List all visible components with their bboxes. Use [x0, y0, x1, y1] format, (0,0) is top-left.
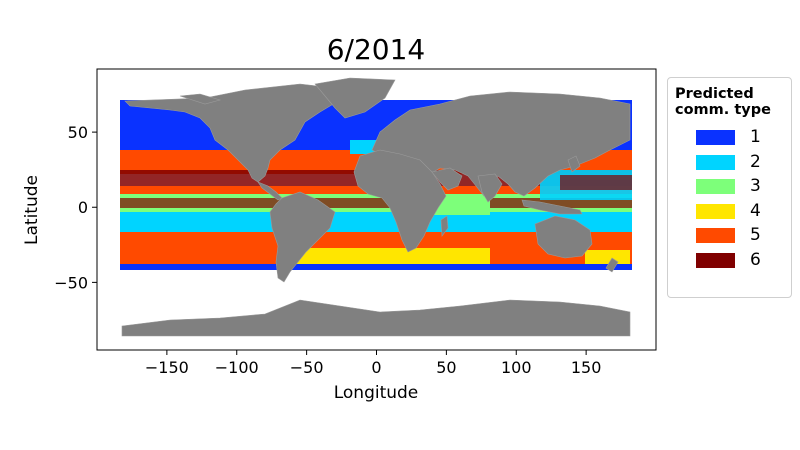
land-greenland — [314, 77, 396, 119]
band-type3-indian — [430, 195, 490, 215]
y-tick-label: −50 — [54, 273, 88, 292]
x-tick-label: −50 — [290, 358, 324, 377]
legend-title: Predicted comm. type — [675, 86, 771, 118]
band-type6-equator — [120, 198, 632, 208]
x-axis-label: Longitude — [334, 383, 419, 403]
legend-swatch — [696, 228, 735, 243]
land-australia — [534, 215, 593, 259]
land-central-america — [257, 181, 283, 201]
band-type4-south — [290, 248, 490, 266]
legend-label: 3 — [750, 176, 761, 196]
y-tick-label: 0 — [78, 198, 88, 217]
land-arabia — [431, 167, 463, 191]
legend-swatch — [696, 252, 735, 268]
land-south-america — [269, 191, 336, 283]
band-type6-westpacific — [560, 175, 632, 190]
land-new-zealand — [605, 257, 619, 273]
land-india — [477, 173, 503, 203]
x-tick-label: 150 — [571, 358, 602, 377]
legend-label: 2 — [750, 151, 761, 172]
land-arctic-islands — [179, 93, 222, 105]
land-masses — [121, 77, 631, 337]
x-tick-label: 50 — [436, 358, 456, 377]
x-tick-label: −100 — [215, 358, 259, 377]
legend-label: 5 — [750, 225, 761, 245]
land-africa — [353, 149, 447, 253]
legend-label: 6 — [750, 249, 761, 270]
land-indonesia — [521, 199, 583, 215]
y-axis-label: Latitude — [22, 175, 42, 245]
legend-swatch — [696, 179, 735, 194]
legend-swatch — [696, 154, 735, 170]
y-tick-label: 50 — [68, 123, 88, 142]
band-type2-south — [120, 212, 632, 232]
x-tick-label: −150 — [145, 358, 189, 377]
x-tick-label: 100 — [501, 358, 532, 377]
legend: Predicted comm. type 1 2 3 4 5 6 — [667, 77, 792, 298]
x-tick-label: 0 — [371, 358, 381, 377]
band-type1-south — [120, 264, 632, 270]
chart-title: 6/2014 — [326, 33, 426, 66]
legend-label: 4 — [750, 200, 761, 221]
band-type4-southeast — [585, 250, 630, 266]
land-madagascar — [440, 215, 449, 237]
legend-label: 1 — [750, 127, 761, 147]
land-antarctica — [121, 299, 631, 337]
land-japan — [567, 155, 581, 173]
legend-swatch — [696, 203, 735, 219]
legend-swatch — [696, 130, 735, 145]
